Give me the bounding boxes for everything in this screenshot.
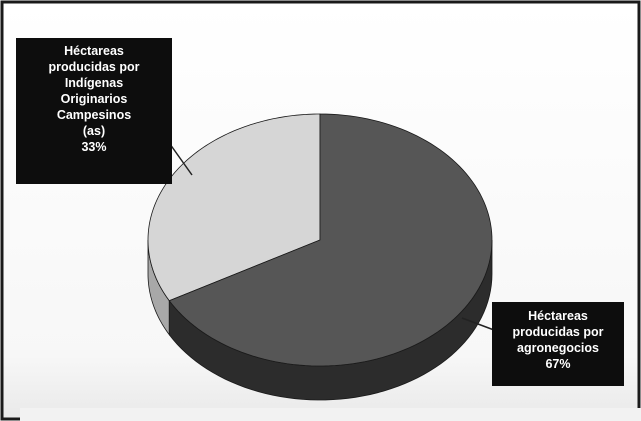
data-label-campesinos: Héctareas producidas por Indígenas Originar…: [16, 38, 172, 184]
data-label-line: (as): [82, 124, 106, 138]
data-label-line: Originarios: [60, 92, 128, 106]
data-label-line: 33%: [81, 140, 107, 154]
data-label-line: Héctareas: [64, 44, 124, 58]
bottom-panel: [20, 408, 641, 421]
data-label-line: 67%: [545, 357, 571, 371]
data-label-line: Héctareas: [528, 309, 588, 323]
data-label-line: Campesinos: [56, 108, 132, 122]
data-label-line: producidas por: [512, 325, 604, 339]
leader-line-agronegocios: [461, 317, 495, 331]
data-label-line: agronegocios: [517, 341, 599, 355]
data-label-line: producidas por: [48, 60, 140, 74]
pie-slice-1: [168, 113, 493, 367]
data-label-agronegocios: Héctareas producidas por agronegocios 67%: [492, 302, 624, 386]
data-label-line: Indígenas: [64, 76, 124, 90]
